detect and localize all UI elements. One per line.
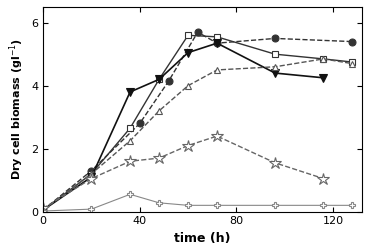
X-axis label: time (h): time (h) xyxy=(174,232,231,245)
Y-axis label: Dry cell biomass (gl$^{-1}$): Dry cell biomass (gl$^{-1}$) xyxy=(7,38,25,180)
